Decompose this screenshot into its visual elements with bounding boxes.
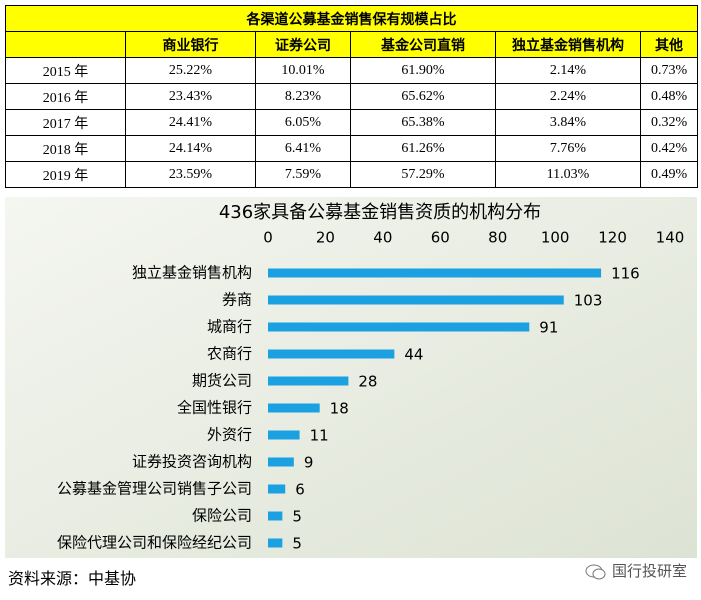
x-tick-label: 100: [541, 229, 570, 247]
table-cell: 7.59%: [255, 161, 351, 188]
bar: [268, 376, 349, 386]
table-cell: 7.76%: [495, 135, 641, 162]
bar: [268, 430, 300, 440]
table-cell: 2017 年: [5, 109, 126, 136]
table-cell: 8.23%: [255, 83, 351, 110]
watermark-text: 国行投研室: [611, 562, 687, 580]
table-cell: 65.38%: [350, 109, 496, 136]
wechat-icon: [585, 564, 606, 579]
table-cell: 2018 年: [5, 135, 126, 162]
x-tick-label: 120: [598, 229, 627, 247]
table-cell: 2019 年: [5, 161, 126, 188]
source-note: 资料来源：中基协: [8, 569, 137, 588]
y-tick-label: 期货公司: [192, 372, 252, 390]
y-tick-label: 农商行: [207, 345, 252, 363]
table-cell: 0.73%: [639, 57, 699, 84]
table-cell: 3.84%: [495, 109, 641, 136]
table-cell: 23.43%: [125, 83, 256, 110]
plot-background: [5, 197, 697, 558]
header-cell: [5, 31, 126, 58]
header-cell: 其他: [639, 31, 699, 58]
header-cell: 证券公司: [255, 31, 351, 58]
table-row: 2019 年 23.59% 7.59% 57.29% 11.03% 0.49%: [5, 161, 699, 188]
table-cell: 2.24%: [495, 83, 641, 110]
table-cell: 6.41%: [255, 135, 351, 162]
table-cell: 57.29%: [350, 161, 496, 188]
y-tick-label: 证券投资咨询机构: [132, 453, 252, 471]
table-cell: 0.48%: [639, 83, 699, 110]
header-cell: 独立基金销售机构: [495, 31, 641, 58]
value-label: 18: [330, 400, 349, 418]
table-cell: 0.49%: [639, 161, 699, 188]
y-tick-label: 保险代理公司和保险经纪公司: [57, 534, 252, 552]
x-tick-label: 60: [431, 229, 450, 247]
value-label: 44: [404, 346, 423, 364]
bar: [268, 322, 530, 332]
table-cell: 24.41%: [125, 109, 256, 136]
watermark: 国行投研室: [585, 560, 687, 581]
value-label: 6: [295, 481, 305, 499]
table-cell: 0.42%: [639, 135, 699, 162]
value-label: 91: [539, 319, 558, 337]
table-cell: 6.05%: [255, 109, 351, 136]
bar: [268, 538, 283, 548]
y-tick-label: 券商: [222, 291, 252, 309]
value-label: 5: [292, 508, 302, 526]
x-tick-label: 40: [373, 229, 392, 247]
y-tick-label: 全国性银行: [177, 399, 252, 417]
x-tick-label: 20: [316, 229, 335, 247]
title-row: 各渠道公募基金销售保有规模占比: [4, 5, 699, 32]
header-cell: 商业银行: [125, 31, 256, 58]
table-cell: 61.26%: [350, 135, 496, 162]
chart: 436家具备公募基金销售资质的机构分布 0 20 40 60 80 100 120 140 独立…: [5, 197, 697, 558]
table-row: 2016 年 23.43% 8.23% 65.62% 2.24% 0.48%: [5, 83, 699, 110]
x-tick-label: 0: [263, 229, 273, 247]
value-label: 5: [292, 535, 302, 553]
table-cell: 2.14%: [495, 57, 641, 84]
table-cell: 2016 年: [5, 83, 126, 110]
value-label: 103: [574, 292, 603, 310]
y-tick-label: 外资行: [207, 426, 252, 444]
bar: [268, 511, 283, 521]
data-table: 各渠道公募基金销售保有规模占比 商业银行 证券公司 基金公司直销 独立基金销售机构 其他 2…: [4, 5, 699, 188]
y-tick-label: 保险公司: [192, 507, 252, 525]
x-tick-label: 80: [488, 229, 507, 247]
table-cell: 10.01%: [255, 57, 351, 84]
bar: [268, 403, 320, 413]
table-cell: 11.03%: [495, 161, 641, 188]
table-cell: 2015 年: [5, 57, 126, 84]
table-cell: 61.90%: [350, 57, 496, 84]
table-cell: 23.59%: [125, 161, 256, 188]
y-tick-label: 城商行: [207, 318, 252, 336]
table-cell: 65.62%: [350, 83, 496, 110]
bar: [268, 457, 294, 467]
table-row: 2017 年 24.41% 6.05% 65.38% 3.84% 0.32%: [5, 109, 699, 136]
bar: [268, 484, 286, 494]
value-label: 9: [304, 454, 314, 472]
value-label: 11: [310, 427, 329, 445]
value-label: 28: [358, 373, 377, 391]
header-row: 商业银行 证券公司 基金公司直销 独立基金销售机构 其他: [5, 31, 699, 58]
bar: [268, 268, 602, 278]
table-cell: 0.32%: [639, 109, 699, 136]
table-cell: 24.14%: [125, 135, 256, 162]
x-tick-label: 140: [656, 229, 685, 247]
header-cell: 基金公司直销: [350, 31, 496, 58]
value-label: 116: [611, 265, 640, 283]
table-row: 2018 年 24.14% 6.41% 61.26% 7.76% 0.42%: [5, 135, 699, 162]
table-row: 2015 年 25.22% 10.01% 61.90% 2.14% 0.73%: [5, 57, 699, 84]
table-title: 各渠道公募基金销售保有规模占比: [4, 5, 699, 32]
bar: [268, 349, 395, 359]
bar: [268, 295, 564, 305]
table-cell: 25.22%: [125, 57, 256, 84]
y-tick-label: 公募基金管理公司销售子公司: [57, 480, 252, 498]
chart-title: 436家具备公募基金销售资质的机构分布: [219, 202, 541, 223]
y-tick-label: 独立基金销售机构: [132, 264, 252, 282]
